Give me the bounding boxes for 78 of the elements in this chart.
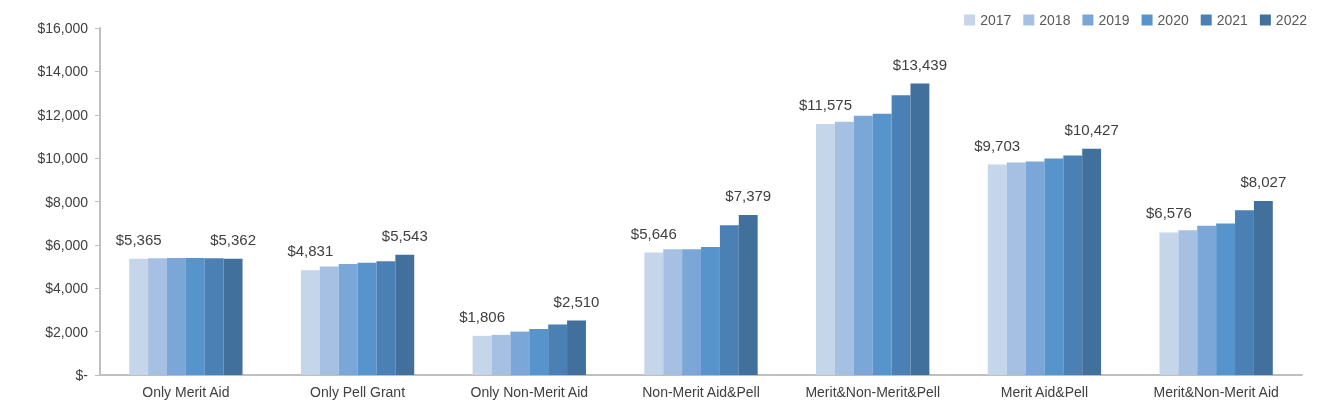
bar — [129, 258, 149, 375]
data-label: $13,439 — [892, 55, 948, 73]
bar — [529, 329, 549, 375]
bar — [816, 123, 835, 375]
y-tick-label: $14,000 — [37, 63, 89, 80]
bar — [1253, 200, 1273, 375]
bar — [834, 121, 854, 375]
bar — [701, 247, 720, 375]
data-label: $6,576 — [1145, 204, 1192, 222]
bar — [223, 258, 243, 375]
data-label: $1,806 — [459, 307, 506, 325]
bar — [1044, 158, 1064, 375]
legend-label: 2022 — [1275, 12, 1308, 28]
legend-label: 2019 — [1098, 12, 1130, 28]
bar — [1006, 162, 1026, 375]
y-tick-label: $2,000 — [45, 323, 89, 340]
legend-label: 2020 — [1157, 12, 1189, 28]
x-tick-label: Merit&Non-Merit&Pell — [805, 384, 941, 400]
bar — [510, 331, 530, 375]
bar — [148, 258, 167, 375]
bar — [891, 95, 911, 375]
data-label: $11,575 — [798, 95, 853, 113]
bar — [1063, 155, 1083, 375]
x-tick-label: Only Pell Grant — [310, 384, 406, 400]
bar — [338, 263, 358, 375]
x-tick-label: Only Merit Aid — [142, 384, 230, 400]
y-tick-label: $12,000 — [37, 106, 89, 123]
bar — [319, 266, 339, 375]
bar — [472, 335, 492, 375]
data-label: $5,543 — [381, 226, 428, 244]
bar — [663, 249, 683, 375]
bar — [1178, 230, 1198, 375]
bar — [987, 164, 1007, 375]
bar — [1025, 161, 1045, 375]
data-label: $4,831 — [287, 242, 334, 260]
y-tick-label: $- — [75, 367, 89, 383]
bar — [719, 225, 739, 375]
x-tick-label: Merit&Non-Merit Aid — [1153, 384, 1279, 400]
bar — [1197, 225, 1217, 375]
legend-label: 2018 — [1039, 12, 1071, 28]
data-label: $9,703 — [974, 136, 1021, 154]
bar — [682, 249, 701, 375]
bar — [548, 324, 568, 375]
bar — [300, 270, 320, 375]
x-tick-label: Non-Merit Aid&Pell — [642, 384, 760, 400]
y-tick-label: $6,000 — [45, 236, 89, 253]
bar — [738, 214, 758, 375]
bar — [872, 113, 892, 375]
data-label: $2,510 — [553, 292, 600, 310]
y-tick-label: $4,000 — [45, 280, 89, 297]
bar — [853, 115, 873, 375]
bar — [1216, 223, 1236, 375]
bar — [204, 258, 224, 375]
bar — [644, 252, 664, 375]
bar — [567, 320, 586, 375]
bar — [166, 257, 186, 375]
data-label: $8,027 — [1240, 172, 1287, 190]
x-tick-label: Only Non-Merit Aid — [470, 384, 589, 400]
x-tick-label: Merit Aid&Pell — [1000, 384, 1089, 400]
legend-label: 2021 — [1216, 12, 1249, 28]
data-label: $5,646 — [630, 224, 677, 242]
legend-label: 2017 — [980, 12, 1012, 28]
data-label: $10,427 — [1064, 120, 1119, 138]
bar — [376, 261, 396, 375]
bar — [910, 83, 930, 375]
bar — [395, 254, 415, 375]
y-tick-label: $16,000 — [37, 20, 89, 36]
bar — [491, 334, 511, 375]
bar — [357, 262, 377, 375]
bar — [1159, 232, 1179, 375]
y-tick-label: $10,000 — [37, 150, 89, 167]
bar — [185, 257, 205, 375]
y-tick-label: $8,000 — [45, 193, 89, 210]
data-label: $7,379 — [725, 186, 772, 204]
bar — [1235, 210, 1254, 375]
data-label: $5,365 — [115, 230, 162, 248]
bar — [1082, 148, 1102, 375]
data-label: $5,362 — [210, 230, 257, 248]
